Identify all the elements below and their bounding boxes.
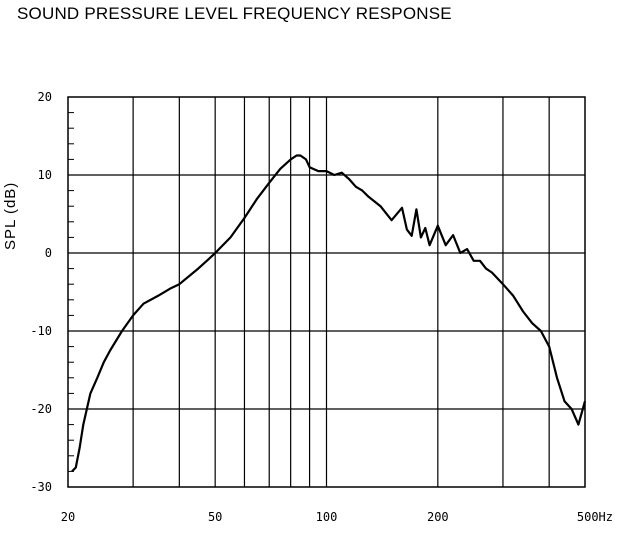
y-tick-label: -30 <box>30 480 52 494</box>
y-tick-label: 0 <box>45 246 52 260</box>
x-tick-label: 500Hz <box>577 510 613 524</box>
x-tick-label: 50 <box>208 510 222 524</box>
x-tick-label: 20 <box>61 510 75 524</box>
y-tick-label: -10 <box>30 324 52 338</box>
series-line-spl <box>71 154 587 473</box>
x-tick-label: 200 <box>427 510 449 524</box>
y-tick-label: 20 <box>38 90 52 104</box>
x-tick-label: 100 <box>316 510 338 524</box>
grid <box>68 97 585 487</box>
y-tick-label: -20 <box>30 402 52 416</box>
chart-title: SOUND PRESSURE LEVEL FREQUENCY RESPONSE <box>17 4 452 23</box>
plot-frame <box>67 96 586 488</box>
y-tick-label: 10 <box>38 168 52 182</box>
